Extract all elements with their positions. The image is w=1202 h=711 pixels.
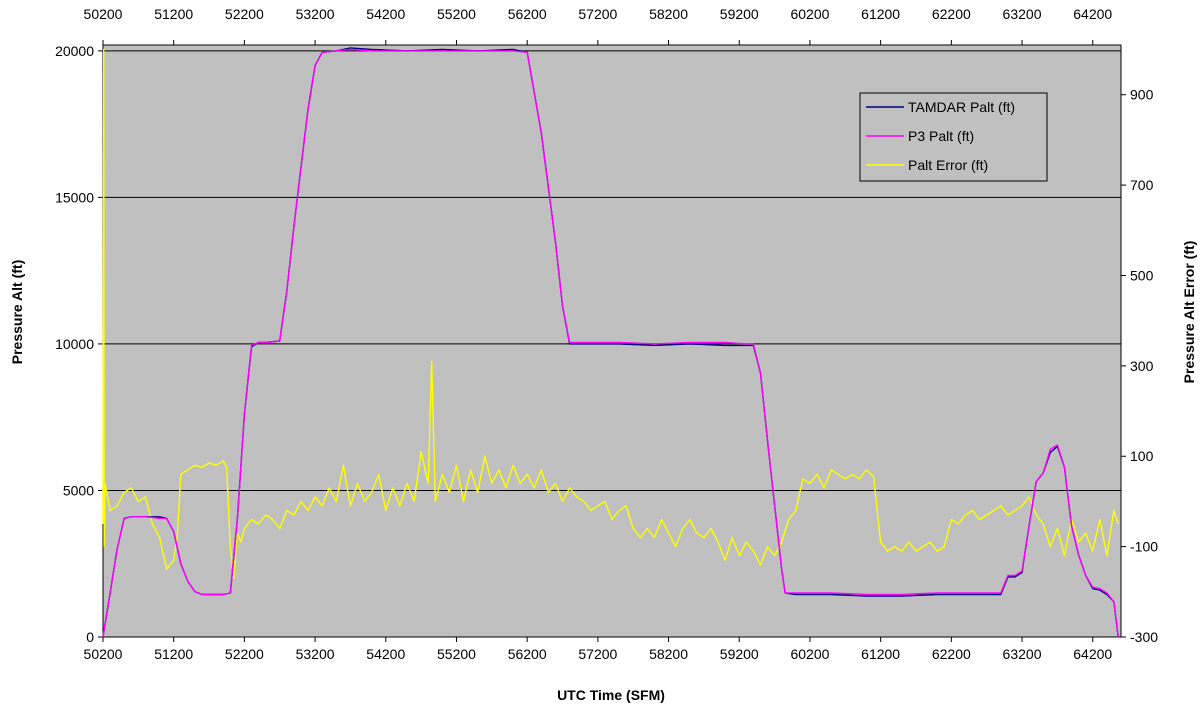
x-top-tick-label: 58200 (649, 6, 688, 22)
x-top-tick-label: 63200 (1003, 6, 1042, 22)
y-tick-label: 5000 (63, 482, 94, 498)
x-top-tick-label: 61200 (861, 6, 900, 22)
x-tick-label: 63200 (1003, 646, 1042, 662)
y2-tick-label: 900 (1130, 87, 1154, 103)
x-tick-label: 64200 (1073, 646, 1112, 662)
legend-label-error: Palt Error (ft) (908, 157, 988, 173)
x-tick-label: 59200 (720, 646, 759, 662)
y2-tick-label: 300 (1130, 358, 1154, 374)
y2-tick-label: 100 (1130, 448, 1154, 464)
x-top-tick-label: 56200 (508, 6, 547, 22)
y2-axis-title: Pressure Alt Error (ft) (1181, 241, 1197, 384)
x-tick-label: 51200 (154, 646, 193, 662)
x-tick-label: 52200 (225, 646, 264, 662)
x-top-tick-label: 62200 (932, 6, 971, 22)
x-tick-label: 54200 (366, 646, 405, 662)
x-top-tick-label: 59200 (720, 6, 759, 22)
legend-label-tamdar: TAMDAR Palt (ft) (908, 99, 1015, 115)
x-axis-title: UTC Time (SFM) (557, 687, 665, 703)
x-top-tick-label: 55200 (437, 6, 476, 22)
x-tick-label: 56200 (508, 646, 547, 662)
x-top-tick-label: 57200 (578, 6, 617, 22)
x-top-tick-label: 51200 (154, 6, 193, 22)
x-top-tick-label: 54200 (366, 6, 405, 22)
series-layer (102, 47, 1119, 638)
x-tick-label: 58200 (649, 646, 688, 662)
x-tick-label: 53200 (296, 646, 335, 662)
tick-labels: 50200 50200 51200 51200 52200 52200 53200 53200… (55, 6, 1158, 662)
y-tick-label: 15000 (55, 189, 94, 205)
x-top-tick-label: 60200 (790, 6, 829, 22)
y2-tick-label: 700 (1130, 177, 1154, 193)
y2-tick-label: -300 (1130, 629, 1158, 645)
y-tick-label: 10000 (55, 336, 94, 352)
x-top-tick-label: 50200 (84, 6, 123, 22)
x-tick-label: 61200 (861, 646, 900, 662)
series-line-error (102, 48, 1119, 579)
x-top-tick-label: 64200 (1073, 6, 1112, 22)
x-top-tick-label: 52200 (225, 6, 264, 22)
series-line-p3 (102, 48, 1119, 638)
legend: TAMDAR Palt (ft) P3 Palt (ft) Palt Error… (859, 92, 1048, 182)
y-tick-label: 20000 (55, 43, 94, 59)
y-tick-label: 0 (86, 629, 94, 645)
x-tick-label: 62200 (932, 646, 971, 662)
x-tick-label: 50200 (84, 646, 123, 662)
legend-label-p3: P3 Palt (ft) (908, 128, 974, 144)
x-top-tick-label: 53200 (296, 6, 335, 22)
x-tick-label: 55200 (437, 646, 476, 662)
y-axis-title: Pressure Alt (ft) (9, 260, 25, 365)
x-tick-label: 57200 (578, 646, 617, 662)
y2-tick-label: 500 (1130, 267, 1154, 283)
y2-tick-label: -100 (1130, 539, 1158, 555)
x-tick-label: 60200 (790, 646, 829, 662)
